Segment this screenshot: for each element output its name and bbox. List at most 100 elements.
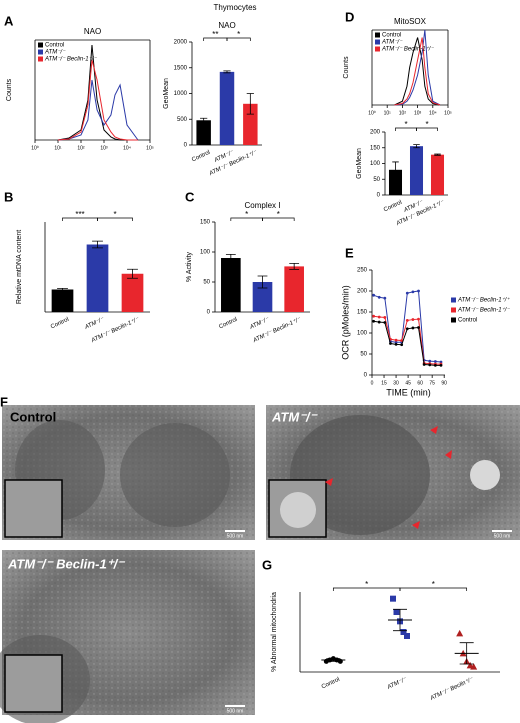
scale-label: 500 nm [227,708,244,714]
y-tick-label: 0 [184,143,188,149]
bar [86,244,109,312]
legend-swatch [375,46,380,52]
significance-label: * [113,210,116,219]
x-tick-label: 10³ [414,110,422,116]
legend-swatch [38,42,43,48]
error-bar [225,254,236,262]
panel-letter: E [345,245,354,260]
data-point [405,327,409,331]
data-point [377,295,381,299]
error-bar [392,161,399,179]
em-image: ATM⁻/⁻ Beclin-1⁺/⁻ 500 nm [0,550,255,723]
significance-bracket [226,37,251,41]
error-bar [200,117,208,123]
bar [219,71,235,145]
data-point [377,315,381,319]
error-bar [326,658,341,662]
data-point [383,321,387,324]
data-point [428,363,432,367]
bar [196,120,211,145]
significance-bracket [416,127,438,131]
data-point [400,629,407,635]
em-image: Control 500 nm [2,405,255,540]
scale-label: 500 nm [227,533,244,539]
data-point [411,290,415,294]
legend-label: ATM⁻/⁻ [381,40,403,46]
image-label: ATM⁻/⁻ Beclin-1⁺/⁻ [7,556,126,571]
data-point [389,342,392,345]
panel-letter: A [4,13,14,28]
legend-label: Control [382,33,401,39]
x-tick-label: 0 [371,380,374,386]
panel-letter: F [0,394,8,409]
y-tick-label: 100 [370,161,381,167]
error-bar [57,287,68,292]
x-tick-label: ATM⁻/⁻ [386,676,409,691]
bar [252,282,273,312]
data-point [405,319,409,322]
error-bar [127,268,138,279]
chart-title: NAO [84,27,101,36]
x-tick-label: 60 [417,380,423,386]
significance-label: * [365,580,368,589]
arrowhead [445,450,452,459]
y-tick-label: 200 [357,289,368,295]
figure-title: Thymocytes [213,3,256,12]
x-tick-label: 10² [77,145,85,151]
x-tick-label: 10⁴ [429,110,437,116]
x-tick-label: ATM⁻/⁻ [83,316,106,331]
y-tick-label: 0 [364,373,368,379]
x-tick-label: ATM⁻/⁻ Beclin⁺/⁻ [428,676,475,703]
data-point [394,342,398,346]
series-line [373,290,442,363]
series-line [394,37,441,106]
em-image: ATM⁻/⁻ 500 nm [266,405,520,540]
data-point [372,314,376,318]
data-point [393,609,400,615]
data-point [417,317,420,321]
x-tick-label: 10³ [100,145,108,151]
x-tick-label: 15 [381,380,387,386]
legend-label: ATM⁻/⁻ Beclin-1⁺/⁻ [381,46,434,53]
significance-bracket [399,587,468,591]
data-point [405,291,409,295]
y-tick-label: 500 [177,117,188,123]
x-tick-label: 10¹ [54,145,62,151]
x-tick-label: Control [191,150,211,164]
legend-swatch [375,32,380,38]
significance-label: * [404,120,407,129]
arrowhead [430,426,438,434]
data-point [411,318,415,321]
y-tick-label: 100 [200,250,211,256]
legend-label: ATM⁻/⁻ Beclin-1⁺/⁺ [457,297,510,304]
data-point [400,339,404,342]
panel-letter: B [4,189,13,204]
y-axis-label: % Activity [186,252,193,282]
nucleus [120,423,230,527]
significance-bracket [97,217,133,221]
error-bar [413,144,420,149]
legend-swatch [451,297,456,303]
bar [51,289,74,312]
series-line [57,44,138,141]
y-tick-label: 50 [203,280,210,286]
error-bar [434,153,441,156]
series-line [394,37,441,106]
data-point [417,326,420,329]
inset [4,479,63,538]
legend-label: ATM⁻/⁻ Beclin-1⁺/⁻ [44,56,97,63]
series-line [373,315,441,365]
data-point [411,326,415,330]
legend-label: Control [45,43,64,49]
error-bar [246,93,254,115]
panel-letter: C [185,189,195,204]
data-point [383,296,387,300]
series-line [394,29,441,106]
x-axis-label: TIME (min) [386,387,431,397]
image-label: Control [10,409,56,424]
legend-label: ATM⁻/⁻ [44,50,66,56]
bar [221,258,241,312]
data-point [372,293,376,297]
y-tick-label: 150 [370,145,381,151]
